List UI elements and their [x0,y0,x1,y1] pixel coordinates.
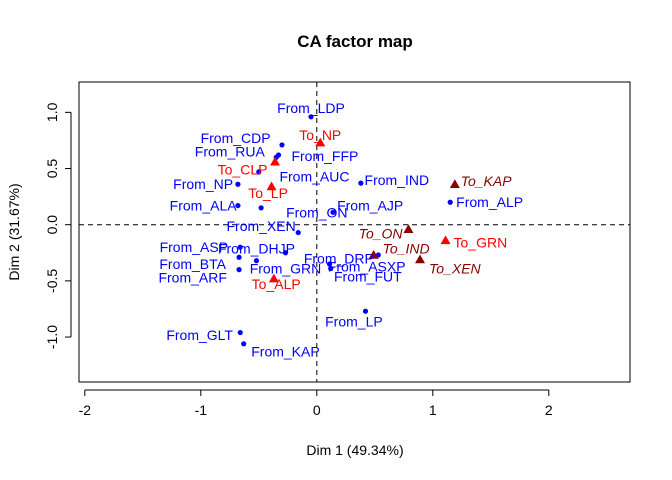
label-from-ffp: From_FFP [291,148,358,164]
point-from-ffp [275,152,282,158]
point-from-drp [326,261,333,267]
label-from-ind: From_IND [365,172,430,188]
label-from-alp: From_ALP [456,194,523,210]
point-from-alp [447,199,453,205]
point-from-auc [256,169,262,175]
x-axis-label: Dim 1 (49.34%) [306,442,403,458]
label-from-on: From_ON [286,204,347,220]
y-axis-label: Dim 2 (31.67%) [6,183,22,280]
label-from-grn: From_GRN [250,261,322,277]
point-to-grn [440,235,451,245]
label-to-alp: To_ALP [252,276,301,292]
reference-lines [79,82,630,382]
label-from-arf: From_ARF [158,270,226,286]
label-from-asp: From_ASP [160,239,228,255]
label-from-ala: From_ALA [170,198,238,214]
point-to-lp [266,181,277,191]
point-from-glt [237,329,243,336]
x-tick-label: 2 [545,402,553,418]
point-from-grn [253,258,260,264]
point-from-cdp [279,142,285,148]
label-to-lp: To_LP [248,185,288,201]
point-to-kap [449,179,460,188]
y-tick-label: -1.0 [44,325,60,349]
point-to-alp [268,273,279,283]
label-to-np: To_NP [299,127,341,143]
label-to-xen: To_XEN [429,261,482,277]
y-tick-label: 0.0 [44,215,60,235]
y-tick-label: 0.5 [44,159,60,179]
point-from-ajp [330,209,336,215]
point-from-arf [236,267,242,273]
label-from-dhjp: From_DHJP [218,240,295,256]
label-from-auc: From_AUC [279,168,349,184]
point-to-xen [415,254,426,264]
label-from-drp: From_DRP [304,250,374,266]
point-from-xen [295,229,301,236]
x-tick-label: 0 [313,402,321,418]
point-to-np [315,137,326,147]
point-from-lp [362,308,369,314]
point-from-np [235,181,241,187]
label-to-on: To_ON [359,226,404,242]
label-to-grn: To_GRN [454,235,508,251]
label-from-ldp: From_LDP [277,100,345,116]
data-points [235,114,460,347]
x-tick-label: 1 [429,402,437,418]
point-to-ind [368,250,379,259]
point-to-on [403,224,414,233]
label-from-rua: From_RUA [195,144,266,160]
y-tick-label: 1.0 [44,102,60,122]
point-from-bta [236,254,242,260]
x-tick-label: -2 [79,402,92,418]
point-from-kap [241,341,247,347]
y-tick-label: -0.5 [44,269,60,293]
point-from-dhjp [282,250,289,256]
chart-title: CA factor map [297,32,413,51]
label-from-xen: From_XEN [227,218,296,234]
x-tick-label: -1 [195,402,208,418]
label-from-np: From_NP [173,176,233,192]
point-from-asp [237,244,243,250]
label-from-lp: From_LP [325,313,383,329]
label-from-cdp: From_CDP [201,130,271,146]
label-from-asxp: From_ASXP [328,258,406,274]
point-from-ala [235,202,241,209]
point-from-fut [328,265,334,272]
point-from-ldp [308,114,314,120]
label-from-bta: From_BTA [159,256,226,272]
label-from-glt: From_GLT [166,327,233,343]
label-to-ind: To_IND [383,240,430,256]
point-from-ind [358,180,364,186]
point-to-clp [270,156,281,166]
label-to-clp: To_CLP [218,162,268,178]
x-axis: -2 -1 0 1 2 [79,389,553,418]
label-from-fut: From_FUT [334,268,402,284]
label-to-kap: To_KAP [461,173,513,189]
label-from-kap: From_KAP [251,344,319,360]
plot-frame [78,81,631,383]
point-from-on [258,205,264,211]
label-from-ajp: From_AJP [337,198,403,214]
y-axis: -1.0 -0.5 0.0 0.5 1.0 [44,102,72,349]
